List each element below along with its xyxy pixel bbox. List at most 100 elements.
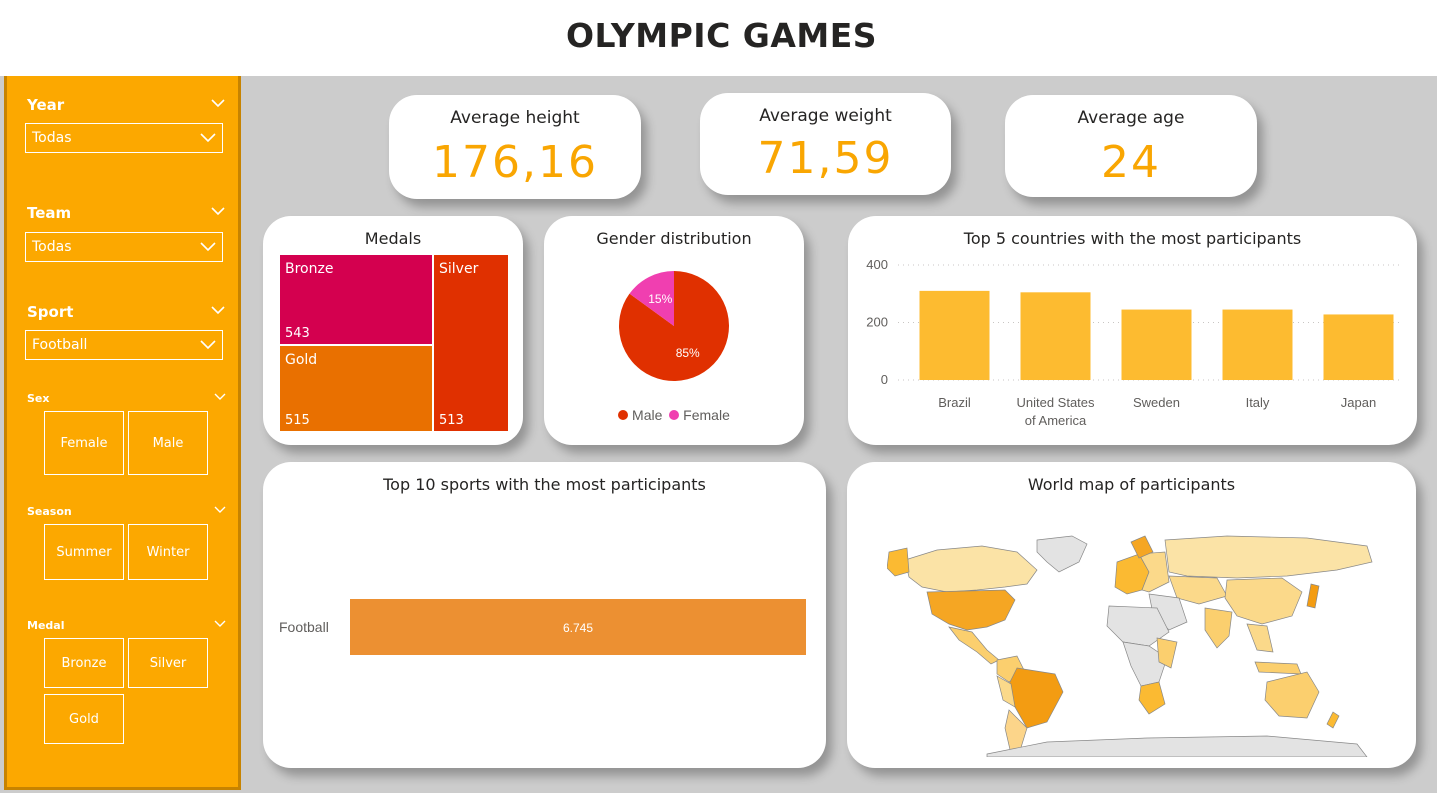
map-region-europe-east[interactable] xyxy=(1138,551,1170,593)
gender-pie[interactable]: 85% 15% xyxy=(614,266,734,386)
map-region-peru[interactable] xyxy=(996,675,1016,708)
map-region-china[interactable] xyxy=(1224,577,1303,625)
x-tick-label: Brazil xyxy=(938,395,971,410)
map-region-usa[interactable] xyxy=(926,589,1016,631)
world-map[interactable] xyxy=(887,532,1377,757)
season-slicer-header[interactable]: Season xyxy=(27,505,227,518)
bar[interactable] xyxy=(919,290,990,380)
team-dropdown-value: Todas xyxy=(32,239,72,255)
legend-label-female: Female xyxy=(683,407,730,423)
pie-data-label: 85% xyxy=(676,346,700,360)
kpi-card-age[interactable]: Average age 24 xyxy=(1005,95,1257,197)
chevron-down-icon[interactable] xyxy=(209,204,227,218)
map-region-new-zealand[interactable] xyxy=(1326,711,1340,729)
map-region-australia[interactable] xyxy=(1264,671,1320,719)
map-title: World map of participants xyxy=(1027,475,1236,494)
kpi-value: 24 xyxy=(1101,137,1161,188)
treemap-value: 543 xyxy=(285,326,310,341)
treemap-cell-bronze[interactable]: Bronze 543 xyxy=(280,255,432,344)
map-region-mexico[interactable] xyxy=(948,626,1000,665)
medal-tile-bronze[interactable]: Bronze xyxy=(44,638,124,688)
map-region-canada[interactable] xyxy=(904,545,1038,593)
gender-title: Gender distribution xyxy=(596,229,752,248)
year-slicer-label: Year xyxy=(27,96,65,114)
report-header: OLYMPIC GAMES xyxy=(0,0,1443,76)
chevron-down-icon[interactable] xyxy=(213,392,227,402)
map-region-indonesia[interactable] xyxy=(1254,661,1302,675)
treemap-label: Bronze xyxy=(285,261,334,277)
map-region-south-africa[interactable] xyxy=(1138,681,1166,715)
x-tick-label: Japan xyxy=(1341,395,1376,410)
bar[interactable] xyxy=(1222,309,1293,380)
team-slicer-label: Team xyxy=(27,204,72,222)
season-slicer-label: Season xyxy=(27,505,72,518)
bar[interactable] xyxy=(350,599,806,655)
chevron-down-icon[interactable] xyxy=(213,505,227,515)
map-region-alaska[interactable] xyxy=(887,547,910,577)
gender-card[interactable]: Gender distribution 85% 15% Male Female xyxy=(544,216,804,445)
legend-label-male: Male xyxy=(632,407,663,423)
sport-slicer-header[interactable]: Sport xyxy=(27,303,227,321)
map-region-russia[interactable] xyxy=(1164,535,1373,579)
bar[interactable] xyxy=(1020,292,1091,380)
medal-slicer-label: Medal xyxy=(27,619,65,632)
sex-tile-male[interactable]: Male xyxy=(128,411,208,475)
sex-slicer-header[interactable]: Sex xyxy=(27,392,227,405)
bar[interactable] xyxy=(1121,309,1192,380)
treemap-label: Gold xyxy=(285,352,318,368)
pie-slice-female[interactable] xyxy=(629,271,674,326)
sports-card[interactable]: Top 10 sports with the most participants… xyxy=(263,462,826,768)
treemap-cell-silver[interactable]: Silver 513 xyxy=(434,255,508,431)
countries-bar-chart[interactable]: 0 200 400 Brazil United States of America Swed… xyxy=(848,216,1417,445)
treemap-cell-gold[interactable]: Gold 515 xyxy=(280,346,432,431)
kpi-card-height[interactable]: Average height 176,16 xyxy=(389,95,641,199)
y-category-label: Football xyxy=(279,619,329,635)
sport-dropdown[interactable]: Football xyxy=(25,330,223,360)
map-region-east-africa[interactable] xyxy=(1156,637,1178,669)
medals-card[interactable]: Medals Bronze 543 Gold 515 Silver 513 xyxy=(263,216,523,445)
countries-card[interactable]: Top 5 countries with the most participan… xyxy=(848,216,1417,445)
sex-slicer-label: Sex xyxy=(27,392,50,405)
team-slicer-header[interactable]: Team xyxy=(27,204,227,222)
chevron-down-icon[interactable] xyxy=(209,303,227,317)
pie-data-label: 15% xyxy=(648,292,672,306)
kpi-value: 71,59 xyxy=(757,133,894,184)
legend-dot-female xyxy=(669,410,680,420)
treemap-value: 513 xyxy=(439,413,464,428)
year-dropdown[interactable]: Todas xyxy=(25,123,223,153)
kpi-card-weight[interactable]: Average weight 71,59 xyxy=(700,93,951,195)
map-region-antarctica[interactable] xyxy=(986,735,1368,757)
medals-title: Medals xyxy=(364,229,422,248)
kpi-label: Average weight xyxy=(759,106,892,126)
map-card[interactable]: World map of participants xyxy=(847,462,1416,768)
medal-tile-gold[interactable]: Gold xyxy=(44,694,124,744)
sports-bar-chart[interactable]: Football 6.745 xyxy=(263,462,826,768)
year-slicer-header[interactable]: Year xyxy=(27,96,227,114)
chevron-down-icon[interactable] xyxy=(209,96,227,110)
sports-title: Top 10 sports with the most participants xyxy=(383,475,706,494)
map-region-greenland[interactable] xyxy=(1036,535,1088,573)
chevron-down-icon[interactable] xyxy=(213,619,227,629)
legend-dot-male xyxy=(618,410,629,420)
y-tick-label: 200 xyxy=(866,315,888,330)
medal-tile-silver[interactable]: Silver xyxy=(128,638,208,688)
page-edge xyxy=(1437,0,1443,793)
map-region-se-asia[interactable] xyxy=(1246,623,1274,653)
map-region-scandinavia[interactable] xyxy=(1130,535,1154,559)
medal-slicer-header[interactable]: Medal xyxy=(27,619,227,632)
sex-tile-female[interactable]: Female xyxy=(44,411,124,475)
chevron-down-icon xyxy=(200,242,216,252)
y-tick-label: 400 xyxy=(866,257,888,272)
season-tile-winter[interactable]: Winter xyxy=(128,524,208,580)
treemap-value: 515 xyxy=(285,413,310,428)
bar[interactable] xyxy=(1323,314,1394,380)
team-dropdown[interactable]: Todas xyxy=(25,232,223,262)
countries-title: Top 5 countries with the most participan… xyxy=(963,229,1302,248)
map-region-japan[interactable] xyxy=(1306,583,1320,609)
map-region-india[interactable] xyxy=(1204,607,1233,649)
page-title: OLYMPIC GAMES xyxy=(565,16,878,55)
map-region-central-asia[interactable] xyxy=(1168,575,1228,605)
kpi-value: 176,16 xyxy=(432,137,598,188)
season-tile-summer[interactable]: Summer xyxy=(44,524,124,580)
bar-data-label: 6.745 xyxy=(563,621,593,635)
